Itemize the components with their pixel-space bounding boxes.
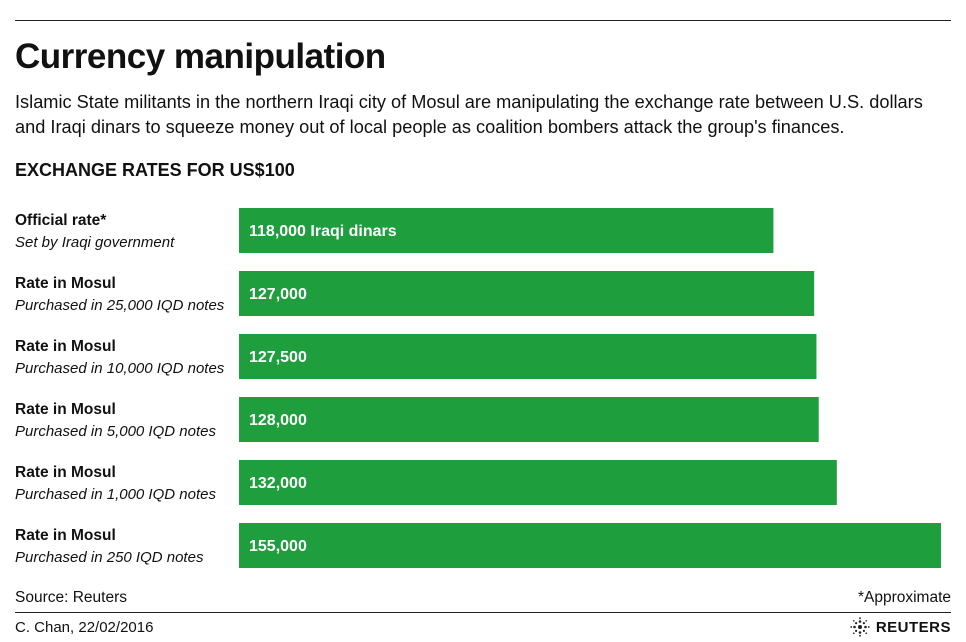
section-heading: EXCHANGE RATES FOR US$100: [15, 160, 295, 180]
bar-value-label: 155,000: [249, 538, 307, 555]
category-sublabel: Purchased in 1,000 IQD notes: [15, 486, 216, 503]
bar-value-label: 127,500: [249, 349, 307, 366]
category-label: Rate in Mosul: [15, 401, 116, 418]
category-sublabel: Purchased in 250 IQD notes: [15, 549, 204, 566]
category-sublabel: Set by Iraqi government: [15, 234, 175, 251]
category-label: Rate in Mosul: [15, 275, 116, 292]
source-note: Source: Reuters: [15, 589, 127, 606]
credit-line: C. Chan, 22/02/2016: [15, 619, 154, 636]
top-rule: [15, 20, 951, 21]
category-sublabel: Purchased in 5,000 IQD notes: [15, 423, 216, 440]
chart-title: Currency manipulation: [15, 37, 386, 76]
bar-4: [239, 397, 819, 442]
bar-value-label: 128,000: [249, 412, 307, 429]
reuters-logo: REUTERS: [850, 617, 951, 637]
bar-5: [239, 460, 837, 505]
category-label: Rate in Mosul: [15, 527, 116, 544]
bar-value-label: 132,000: [249, 475, 307, 492]
category-label: Rate in Mosul: [15, 338, 116, 355]
category-sublabel: Purchased in 25,000 IQD notes: [15, 297, 225, 314]
category-label: Rate in Mosul: [15, 464, 116, 481]
bar-6: [239, 523, 941, 568]
category-sublabel: Purchased in 10,000 IQD notes: [15, 360, 225, 377]
bar-value-label: 127,000: [249, 286, 307, 303]
bar-1: [239, 208, 774, 253]
chart-subtitle: Islamic State militants in the northern …: [15, 92, 923, 137]
reuters-dot-icon: [850, 617, 870, 637]
bar-chart: 118,000 Iraqi dinars Official rate* Set by…: [15, 208, 941, 568]
bottom-rule: [15, 612, 951, 613]
bar-3: [239, 334, 817, 379]
approximate-note: *Approximate: [857, 589, 951, 606]
brand-name: REUTERS: [875, 618, 951, 636]
category-label: Official rate*: [15, 212, 107, 229]
bar-value-label: 118,000 Iraqi dinars: [249, 223, 397, 240]
bar-2: [239, 271, 815, 316]
